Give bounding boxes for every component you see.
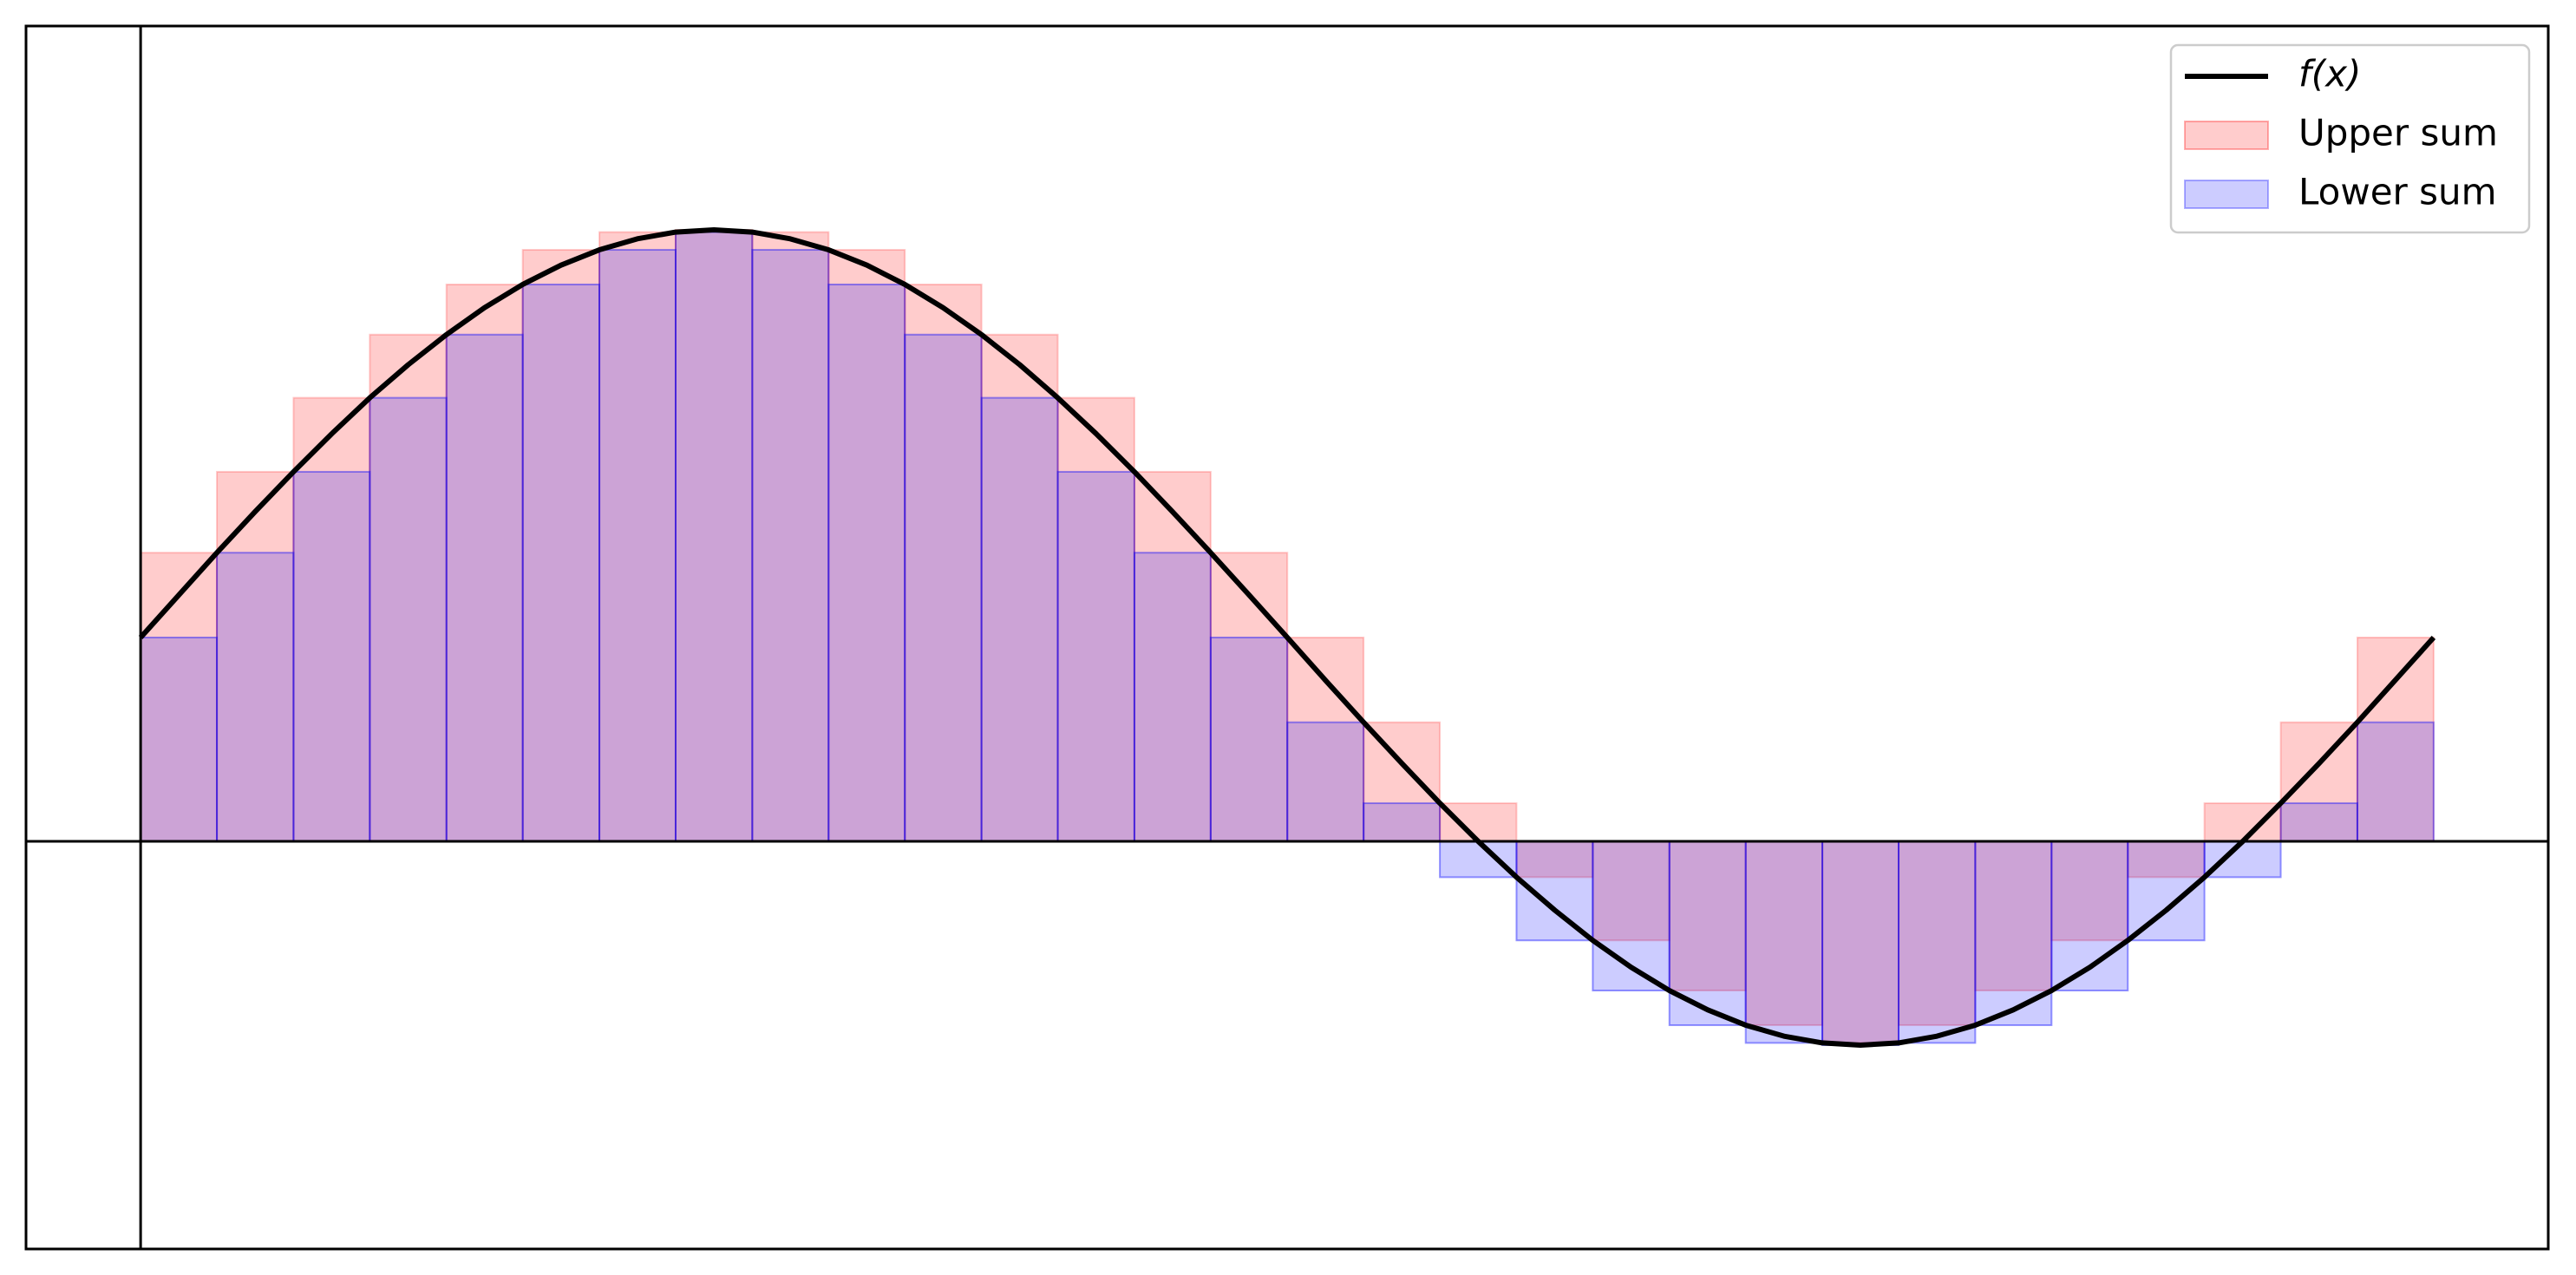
lower-bar	[2127, 840, 2206, 942]
upper-bar	[292, 396, 371, 842]
lower-bar	[1286, 721, 1365, 843]
upper-bar	[1898, 840, 1977, 1026]
legend-frame	[2169, 43, 2531, 234]
lower-bar	[904, 333, 983, 843]
upper-bar	[216, 470, 295, 842]
upper-bar	[1439, 802, 1518, 842]
upper-bar	[2279, 721, 2358, 843]
axes-frame	[24, 24, 2550, 1251]
lower-bar	[1898, 840, 1977, 1044]
upper-bar	[1515, 840, 1594, 879]
upper-bar	[1056, 396, 1135, 842]
lower-bar	[369, 396, 448, 842]
lower-bar	[1821, 840, 1900, 1046]
function-line	[138, 227, 2436, 1048]
upper-bar	[140, 552, 219, 842]
upper-bar	[2203, 802, 2282, 842]
lower-bar	[827, 283, 906, 843]
upper-bar	[827, 249, 906, 842]
lower-bar	[751, 249, 830, 842]
upper-bar	[445, 283, 524, 843]
upper-bar	[1286, 637, 1365, 842]
lower-bar	[521, 283, 601, 843]
legend-label: Lower sum	[2298, 171, 2497, 213]
legend: f(x) Upper sum Lower sum	[2169, 43, 2531, 234]
upper-bar	[1744, 840, 1824, 1026]
lower-bar	[1209, 637, 1289, 842]
upper-bar	[2050, 840, 2129, 942]
lower-bar	[980, 396, 1059, 842]
lower-bar	[674, 231, 754, 842]
lower-bar	[2203, 840, 2282, 879]
upper-bar	[1974, 840, 2053, 992]
lower-bar	[216, 552, 295, 842]
upper-bar	[1363, 721, 1442, 843]
upper-bar	[674, 229, 754, 842]
legend-patch	[2184, 180, 2269, 209]
upper-bar	[1668, 840, 1747, 992]
lower-bar	[1515, 840, 1594, 942]
upper-bar	[1209, 552, 1289, 842]
upper-bar	[1592, 840, 1670, 942]
legend-patch	[2184, 121, 2269, 150]
upper-bar	[1133, 470, 1212, 842]
legend-label: Upper sum	[2298, 112, 2498, 154]
lower-bar	[1363, 802, 1442, 842]
lower-bar	[140, 637, 219, 842]
upper-bar	[521, 249, 601, 842]
lower-bar	[1056, 470, 1135, 842]
upper-bar	[369, 333, 448, 843]
lower-bar	[2279, 802, 2358, 842]
lower-bar	[292, 470, 371, 842]
upper-bar	[980, 333, 1059, 843]
lower-bar	[1744, 840, 1824, 1044]
upper-bar	[2356, 637, 2435, 842]
lower-bar	[598, 249, 677, 842]
lower-bar	[1439, 840, 1518, 879]
lower-bar	[2356, 721, 2435, 843]
upper-bar	[904, 283, 983, 843]
lower-bar	[445, 333, 524, 843]
lower-bar	[1133, 552, 1212, 842]
legend-label: f(x)	[2298, 53, 2361, 95]
